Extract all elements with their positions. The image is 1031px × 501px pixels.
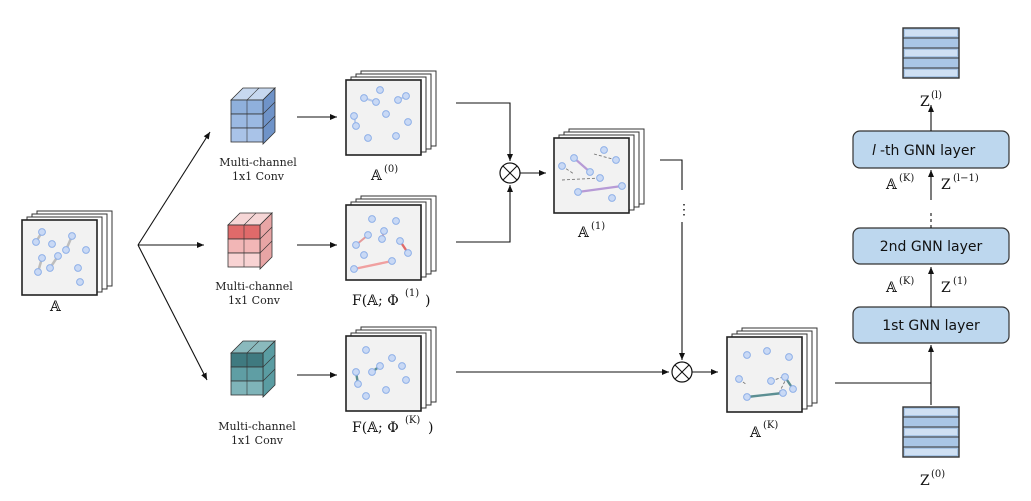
conv-label-2-line1: Multi-channel [215, 280, 293, 293]
conv-label-1-line2: 1x1 Conv [232, 170, 285, 183]
svg-text:𝔸: 𝔸 [749, 425, 762, 441]
svg-text:F(𝔸; Φ: F(𝔸; Φ [352, 420, 399, 436]
label-z0: Z (0) [920, 469, 945, 489]
matrix-stack-ak [726, 327, 818, 413]
matrix-stack-a0 [345, 70, 437, 156]
svg-text:-th GNN layer: -th GNN layer [880, 143, 975, 159]
label-ak: 𝔸 (K) [749, 420, 778, 441]
gnn-layer-2: 2nd GNN layer [852, 227, 1010, 265]
arrow-f1-to-product [456, 185, 513, 243]
svg-text:Z: Z [920, 473, 930, 489]
edge-label-2: 𝔸 (K) Z (l−1) [885, 173, 979, 193]
conv-label-k-line2: 1x1 Conv [231, 434, 284, 447]
matrix-stack-a1 [553, 128, 645, 214]
svg-text:𝔸: 𝔸 [370, 168, 383, 184]
label-a1: 𝔸 (1) [577, 221, 605, 241]
product-node-k [671, 361, 693, 383]
svg-text:1st GNN layer: 1st GNN layer [882, 318, 980, 334]
svg-text:𝔸: 𝔸 [577, 225, 590, 241]
gnn-layer-1: 1st GNN layer [852, 306, 1010, 344]
label-fk: F(𝔸; Φ (K) ) [352, 415, 433, 436]
label-f1: F(𝔸; Φ (1) ) [352, 288, 430, 309]
svg-text:Z: Z [941, 280, 951, 296]
svg-text:(1): (1) [405, 288, 419, 299]
svg-text:(K): (K) [899, 173, 914, 184]
conv-label-1-line1: Multi-channel [219, 156, 297, 169]
feature-stack-zl [902, 27, 960, 79]
conv-label-k-line1: Multi-channel [218, 420, 296, 433]
product-node-1 [499, 162, 521, 184]
matrix-stack-fk [345, 326, 437, 412]
svg-text:): ) [425, 293, 430, 309]
svg-text:(K): (K) [899, 276, 914, 287]
svg-text:Z: Z [941, 177, 951, 193]
feature-stack-z0 [902, 406, 960, 458]
conv-cube-teal [230, 340, 276, 398]
svg-text:(K): (K) [405, 415, 420, 426]
edge-label-1: 𝔸 (K) Z (1) [885, 276, 967, 296]
label-a0: 𝔸 (0) [370, 164, 398, 184]
svg-text:): ) [428, 420, 433, 436]
svg-text:(K): (K) [763, 420, 778, 431]
svg-text:(0): (0) [931, 469, 945, 480]
svg-text:(l): (l) [931, 90, 942, 101]
arrow-to-conv-1 [137, 131, 211, 246]
svg-text:𝔸: 𝔸 [885, 177, 898, 193]
continuation-dots: ⋮ [677, 202, 691, 218]
conv-label-2-line2: 1x1 Conv [228, 294, 281, 307]
matrix-stack-f1 [345, 195, 437, 281]
svg-text:Z: Z [920, 94, 930, 110]
input-adjacency-stack [21, 210, 113, 296]
svg-text:F(𝔸; Φ: F(𝔸; Φ [352, 293, 399, 309]
svg-text:l: l [872, 143, 876, 159]
conv-cube-blue [230, 87, 276, 145]
arrow-to-conv-k [137, 244, 208, 381]
conv-cube-red [227, 212, 273, 270]
svg-text:(1): (1) [953, 276, 967, 287]
svg-text:2nd GNN layer: 2nd GNN layer [880, 239, 983, 255]
svg-text:(l−1): (l−1) [953, 173, 979, 184]
svg-text:(0): (0) [384, 164, 398, 175]
label-zl: Z (l) [920, 90, 942, 110]
svg-text:(1): (1) [591, 221, 605, 232]
arrow-a1-out [660, 159, 683, 190]
input-adjacency-label: 𝔸 [49, 299, 62, 315]
svg-text:𝔸: 𝔸 [885, 280, 898, 296]
gnn-layer-l: l -th GNN layer [852, 130, 1010, 169]
arrow-a0-to-product [456, 102, 513, 161]
